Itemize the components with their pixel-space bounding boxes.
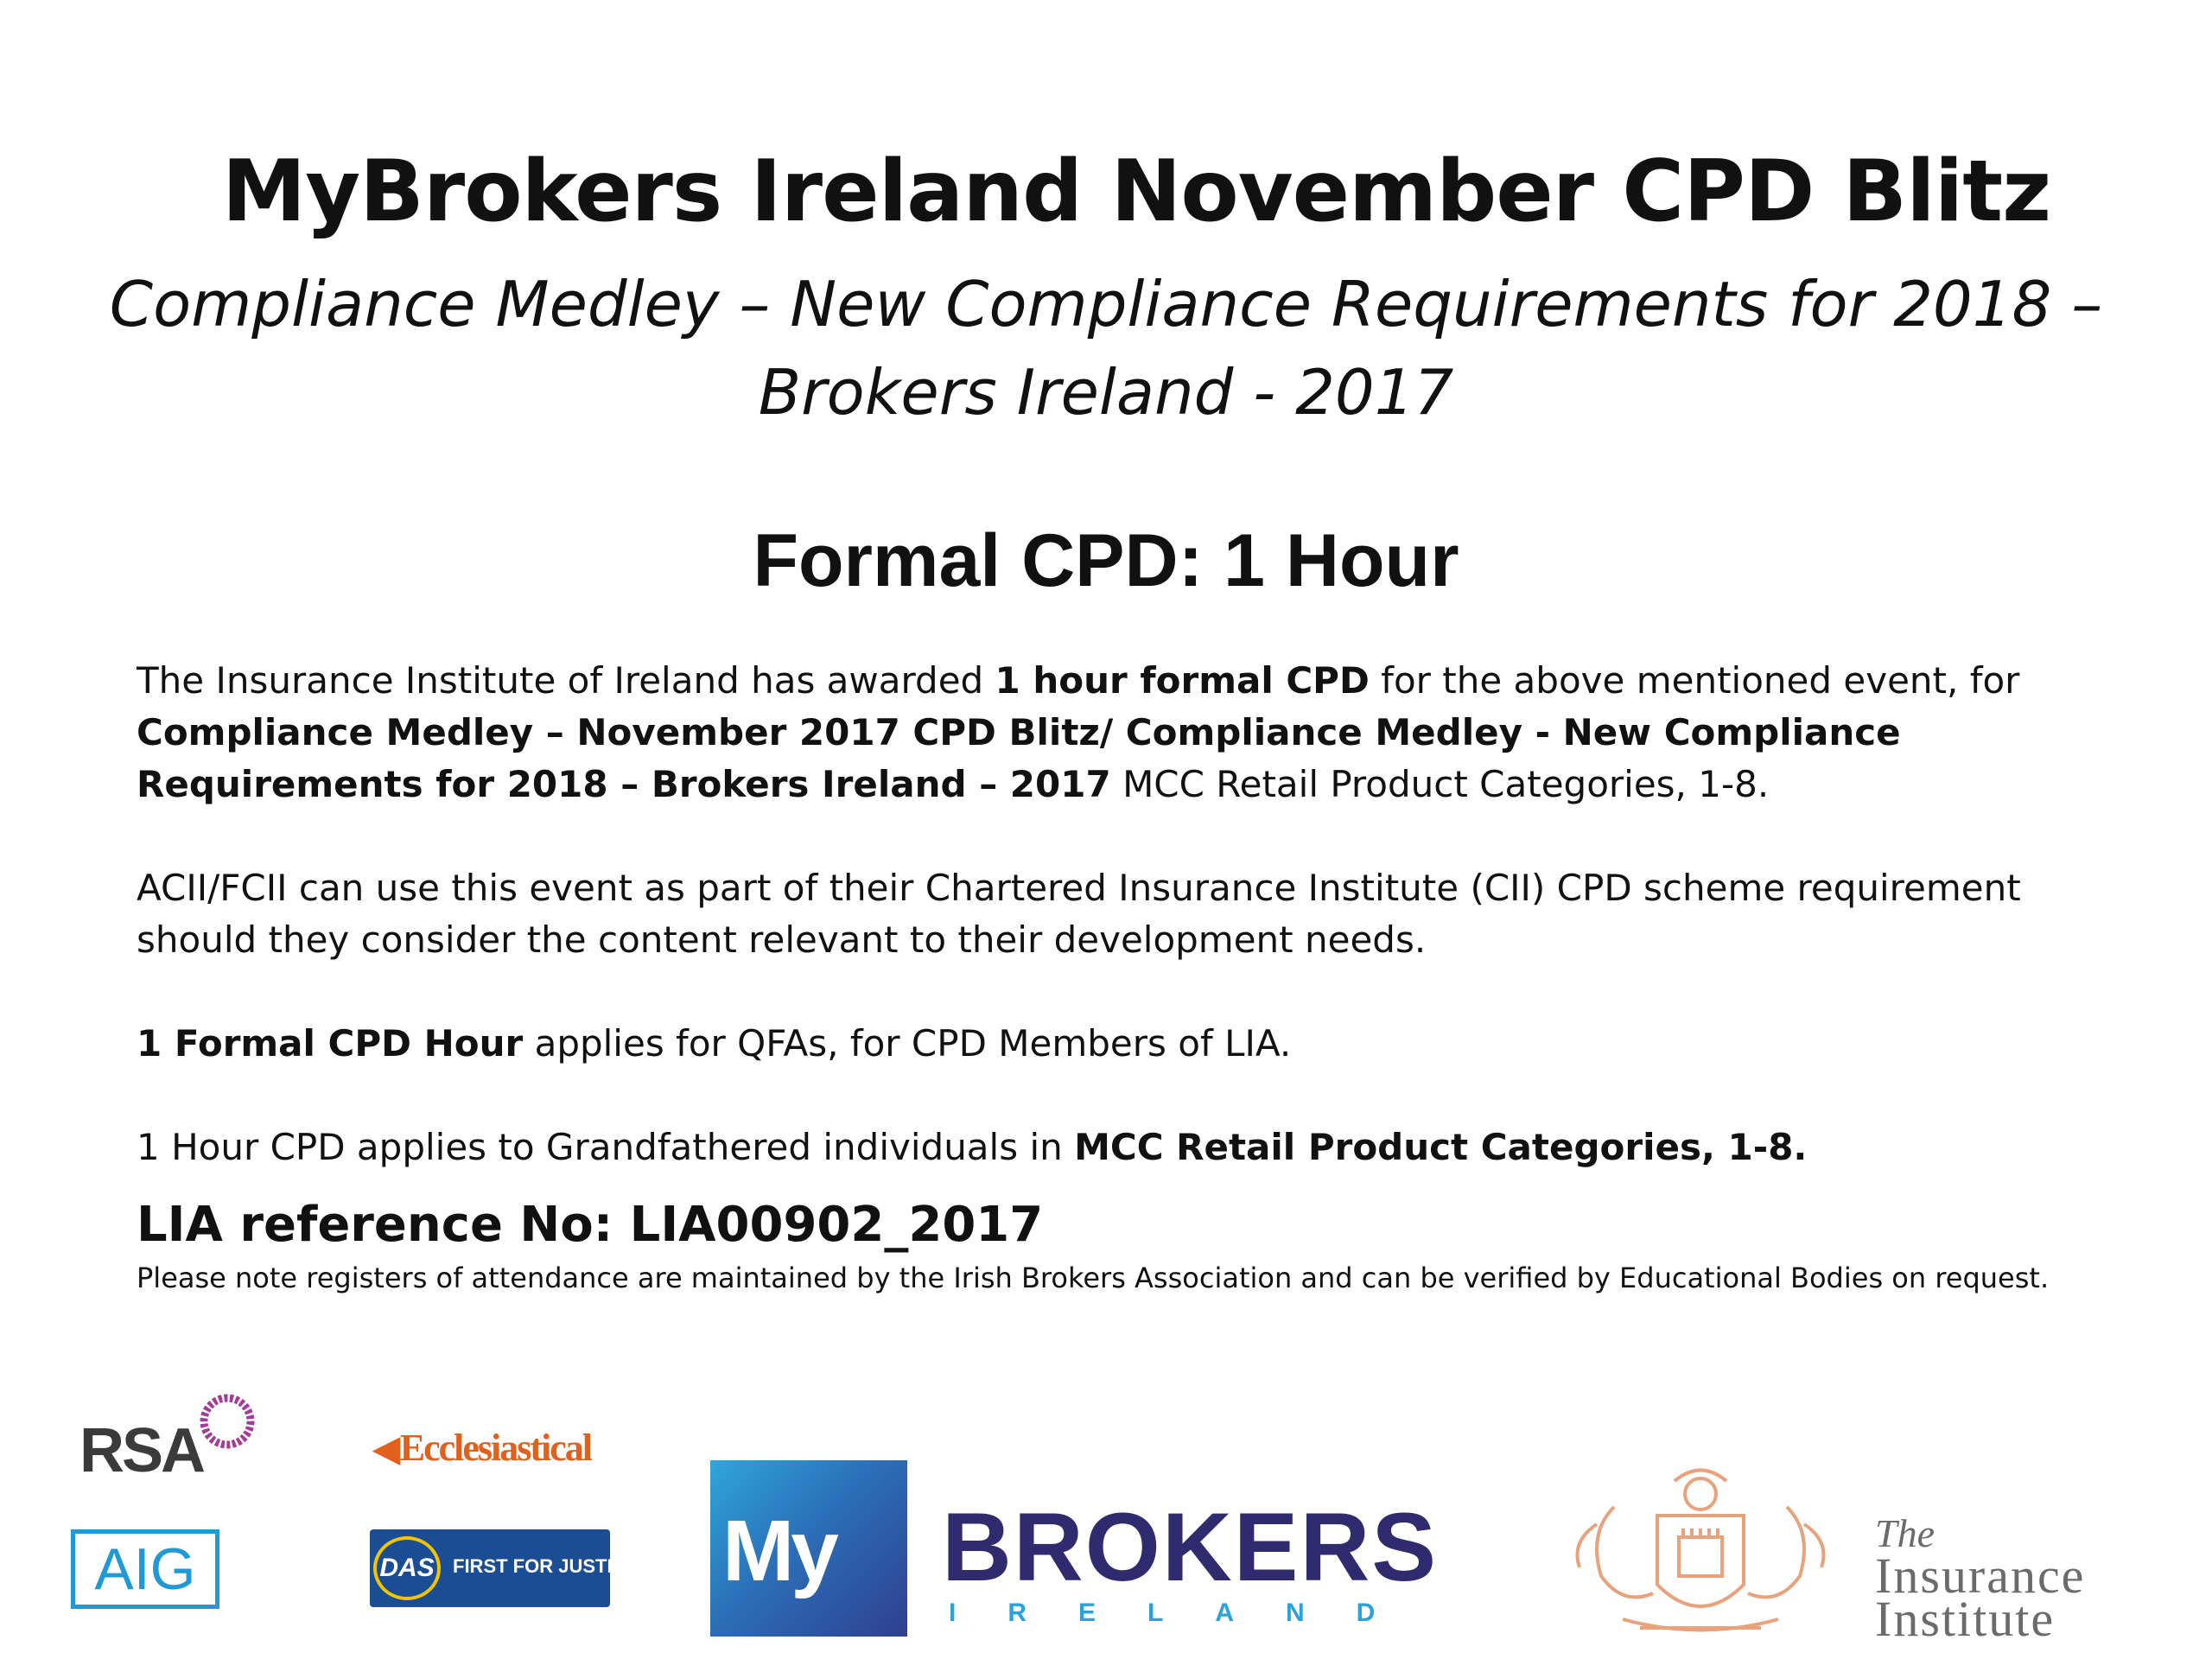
- body-text: The Insurance Institute of Ireland has a…: [137, 655, 2115, 1173]
- award-text-1: The Insurance Institute of Ireland has a…: [137, 659, 995, 702]
- subtitle-line-2: Brokers Ireland - 2017: [758, 356, 1454, 429]
- page-title: MyBrokers Ireland November CPD Blitz: [221, 143, 2051, 241]
- mybrokers-my-text: My: [722, 1503, 839, 1599]
- formal-cpd-heading: Formal CPD: 1 Hour: [753, 519, 1459, 602]
- qfa-paragraph: 1 Formal CPD Hour applies for QFAs, for …: [137, 1018, 2115, 1070]
- ecclesiastical-arrow-icon: ◀: [373, 1429, 400, 1468]
- grandfathered-paragraph: 1 Hour CPD applies to Grandfathered indi…: [137, 1122, 2115, 1173]
- das-oval: DAS: [373, 1536, 441, 1600]
- grandfathered-text: 1 Hour CPD applies to Grandfathered indi…: [137, 1126, 1075, 1168]
- qfa-text: applies for QFAs, for CPD Members of LIA…: [523, 1022, 1292, 1065]
- ecclesiastical-logo-text: Ecclesiastical: [399, 1427, 593, 1469]
- ii-insurance-text: Insurance: [1875, 1548, 2086, 1604]
- das-logo: DAS FIRST FOR JUSTICE: [370, 1529, 639, 1607]
- mybrokers-ireland-text: IRELAND: [949, 1599, 1427, 1627]
- qfa-bold: 1 Formal CPD Hour: [137, 1022, 524, 1065]
- rsa-logo-text: RSA: [79, 1416, 206, 1485]
- lia-reference: LIA reference No: LIA00902_2017: [137, 1197, 1044, 1253]
- attendance-note: Please note registers of attendance are …: [137, 1262, 2050, 1294]
- mybrokers-logo-box: My: [710, 1460, 907, 1637]
- award-paragraph: The Insurance Institute of Ireland has a…: [137, 655, 2115, 810]
- aig-logo: AIG: [71, 1529, 219, 1609]
- ii-the-text: The: [1875, 1511, 1935, 1555]
- award-bold-2: Compliance Medley – November 2017 CPD Bl…: [137, 711, 1901, 805]
- award-text-2: for the above mentioned event, for: [1369, 659, 2020, 702]
- rsa-logo: RSA: [79, 1391, 270, 1495]
- subtitle-line-1: Compliance Medley – New Compliance Requi…: [109, 268, 2103, 340]
- insurance-institute-crest-icon: [1575, 1468, 1826, 1632]
- mybrokers-brokers-text: BROKERS: [942, 1493, 1439, 1601]
- rsa-flower-icon: [200, 1394, 255, 1449]
- grandfathered-bold: MCC Retail Product Categories, 1-8.: [1074, 1126, 1808, 1168]
- acii-paragraph: ACII/FCII can use this event as part of …: [137, 867, 2021, 961]
- das-tagline: FIRST FOR JUSTICE: [453, 1555, 639, 1577]
- ecclesiastical-logo: ◀Ecclesiastical: [373, 1426, 593, 1470]
- award-text-3: MCC Retail Product Categories, 1-8.: [1110, 763, 1770, 805]
- ii-institute-text: Institute: [1875, 1591, 2056, 1647]
- award-bold-1: 1 hour formal CPD: [995, 659, 1370, 702]
